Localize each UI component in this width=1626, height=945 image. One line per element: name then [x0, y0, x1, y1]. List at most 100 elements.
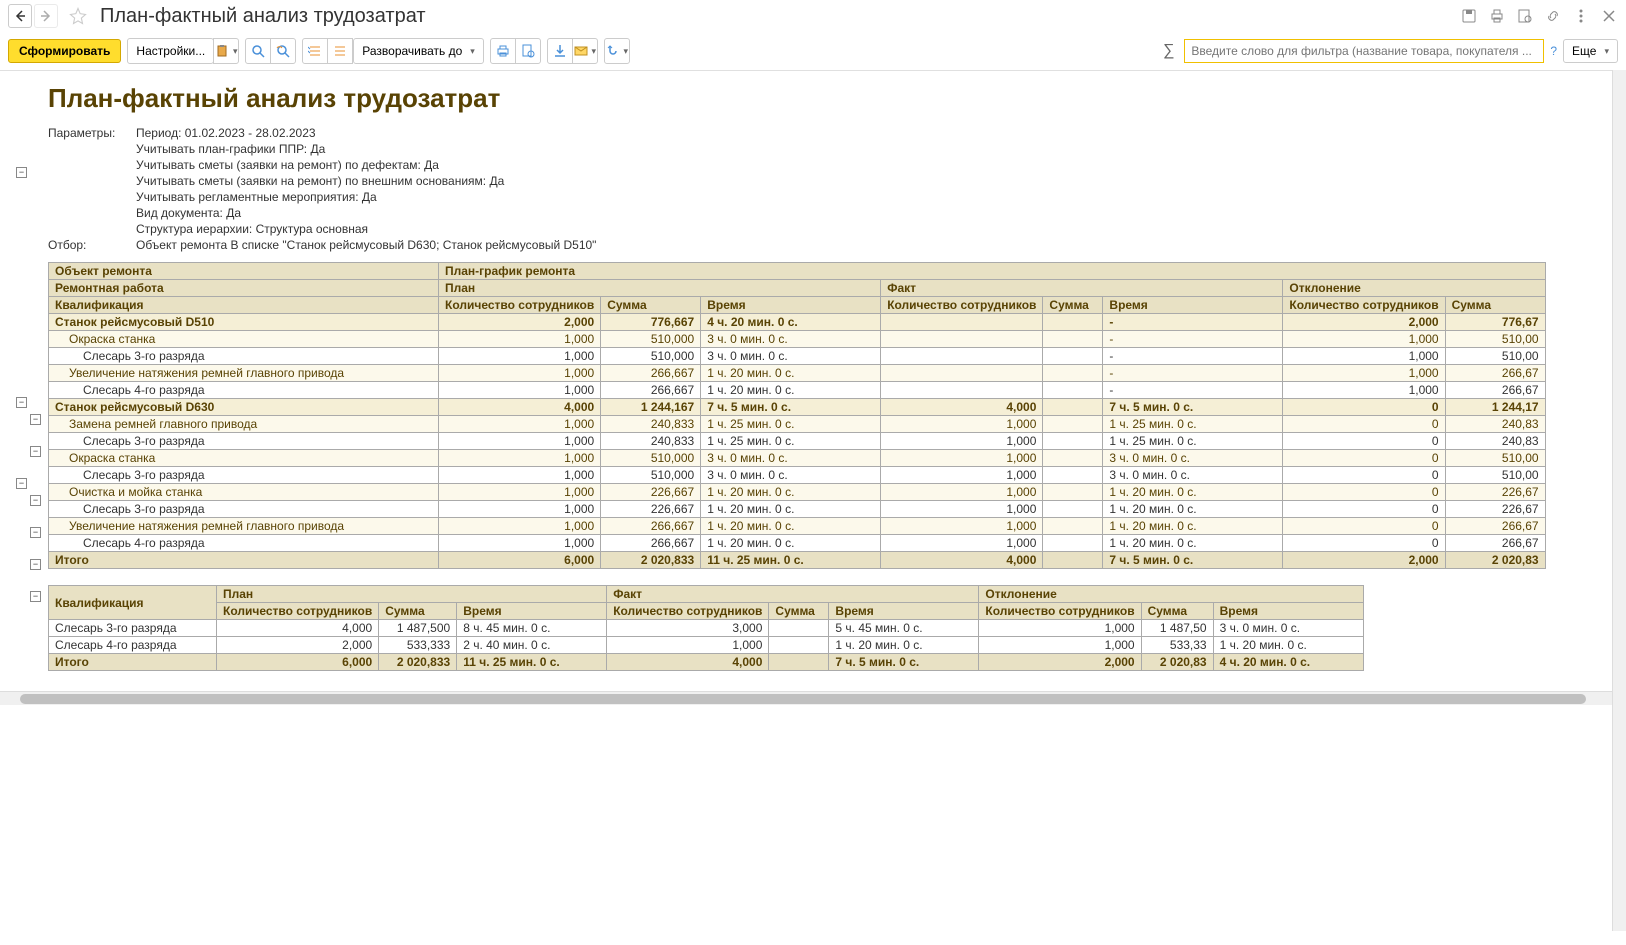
- settings-button[interactable]: Настройки...: [127, 38, 214, 64]
- generate-button[interactable]: Сформировать: [8, 39, 121, 63]
- col-dev: Отклонение: [979, 586, 1363, 603]
- favorite-star-icon[interactable]: [66, 4, 90, 28]
- cell: 0: [1283, 467, 1445, 484]
- menu-dots-icon[interactable]: [1572, 7, 1590, 25]
- cell: 510,000: [601, 331, 701, 348]
- print-icon[interactable]: [1488, 7, 1506, 25]
- cell: 3 ч. 0 мин. 0 с.: [701, 450, 881, 467]
- paste-settings-button[interactable]: [213, 38, 239, 64]
- cell: 1,000: [607, 637, 769, 654]
- cell: 1 ч. 20 мин. 0 с.: [1103, 501, 1283, 518]
- help-icon[interactable]: ?: [1550, 44, 1557, 58]
- link-icon[interactable]: [1544, 7, 1562, 25]
- col-dev-sum: Сумма: [1141, 603, 1213, 620]
- row-name: Слесарь 3-го разряда: [49, 501, 439, 518]
- cell: 533,33: [1141, 637, 1213, 654]
- cell: 0: [1283, 518, 1445, 535]
- row-name: Очистка и мойка станка: [49, 484, 439, 501]
- tree-collapse-icon[interactable]: −: [16, 397, 27, 408]
- cell: 1 244,167: [601, 399, 701, 416]
- cell: 4,000: [881, 552, 1043, 569]
- expand-to-button[interactable]: Разворачивать до: [353, 38, 484, 64]
- cell: 0: [1283, 484, 1445, 501]
- email-button[interactable]: [572, 38, 598, 64]
- col-dev-sum: Сумма: [1445, 297, 1545, 314]
- tree-collapse-icon[interactable]: −: [30, 527, 41, 538]
- col-qual: Квалификация: [49, 586, 217, 620]
- params-label: [48, 190, 136, 204]
- cell: 1 487,500: [379, 620, 457, 637]
- col-schedule: План-график ремонта: [439, 263, 1546, 280]
- nav-back-button[interactable]: [8, 4, 32, 28]
- cell: 1 ч. 25 мин. 0 с.: [1103, 433, 1283, 450]
- cell: 1 ч. 20 мин. 0 с.: [701, 501, 881, 518]
- print-button[interactable]: [490, 38, 516, 64]
- tree-collapse-icon[interactable]: −: [30, 446, 41, 457]
- expand-all-button[interactable]: [302, 38, 328, 64]
- col-qual: Квалификация: [49, 297, 439, 314]
- cell: 5 ч. 45 мин. 0 с.: [829, 620, 979, 637]
- params-value: Период: 01.02.2023 - 28.02.2023: [136, 126, 316, 140]
- col-dev-time: Время: [1213, 603, 1363, 620]
- save-report-button[interactable]: [547, 38, 573, 64]
- cell: 8 ч. 45 мин. 0 с.: [457, 620, 607, 637]
- cell: 4 ч. 20 мин. 0 с.: [1213, 654, 1363, 671]
- report-table-2: Квалификация План Факт Отклонение Количе…: [48, 585, 1364, 671]
- cell: 1,000: [881, 484, 1043, 501]
- cell: [1043, 331, 1103, 348]
- cell: 3,000: [607, 620, 769, 637]
- row-name: Слесарь 3-го разряда: [49, 348, 439, 365]
- close-icon[interactable]: [1600, 7, 1618, 25]
- cell: 3 ч. 0 мин. 0 с.: [701, 467, 881, 484]
- collapse-all-button[interactable]: [327, 38, 353, 64]
- nav-forward-button[interactable]: [34, 4, 58, 28]
- cell: 1 ч. 20 мин. 0 с.: [1103, 535, 1283, 552]
- cell: [1043, 348, 1103, 365]
- cell: 1,000: [1283, 348, 1445, 365]
- cell: 266,667: [601, 365, 701, 382]
- cell: 510,00: [1445, 467, 1545, 484]
- report-table-1: Объект ремонта План-график ремонта Ремон…: [48, 262, 1546, 569]
- params-value: Учитывать сметы (заявки на ремонт) по вн…: [136, 174, 504, 188]
- cell: [1043, 314, 1103, 331]
- cell: 2,000: [979, 654, 1141, 671]
- vertical-scrollbar[interactable]: [1612, 70, 1626, 931]
- table-row: Слесарь 3-го разряда1,000510,0003 ч. 0 м…: [49, 348, 1546, 365]
- filter-input[interactable]: [1184, 39, 1544, 63]
- cell: 1 ч. 20 мин. 0 с.: [701, 365, 881, 382]
- save-icon[interactable]: [1460, 7, 1478, 25]
- variants-button[interactable]: [604, 38, 630, 64]
- report-title: План-фактный анализ трудозатрат: [48, 83, 1626, 114]
- row-name: Увеличение натяжения ремней главного при…: [49, 365, 439, 382]
- col-plan-time: Время: [701, 297, 881, 314]
- cell: 6,000: [217, 654, 379, 671]
- cell: [881, 365, 1043, 382]
- cell: -: [1103, 331, 1283, 348]
- cell: 1 ч. 20 мин. 0 с.: [1103, 484, 1283, 501]
- cell: 266,67: [1445, 365, 1545, 382]
- tree-collapse-icon[interactable]: −: [30, 559, 41, 570]
- preview-icon[interactable]: [1516, 7, 1534, 25]
- tree-collapse-icon[interactable]: −: [30, 591, 41, 602]
- refresh-find-button[interactable]: [270, 38, 296, 64]
- cell: -: [1103, 382, 1283, 399]
- print-preview-button[interactable]: [515, 38, 541, 64]
- tree-collapse-icon[interactable]: −: [30, 495, 41, 506]
- cell: 7 ч. 5 мин. 0 с.: [1103, 399, 1283, 416]
- tree-collapse-icon[interactable]: −: [16, 478, 27, 489]
- more-button[interactable]: Еще: [1563, 39, 1618, 63]
- col-plan: План: [217, 586, 607, 603]
- cell: [881, 314, 1043, 331]
- horizontal-scrollbar[interactable]: [0, 691, 1626, 705]
- cell: 1,000: [881, 467, 1043, 484]
- cell: Итого: [49, 552, 439, 569]
- tree-collapse-icon[interactable]: −: [30, 414, 41, 425]
- cell: 1,000: [439, 382, 601, 399]
- row-name: Окраска станка: [49, 331, 439, 348]
- cell: 1,000: [439, 450, 601, 467]
- tree-collapse-icon[interactable]: −: [16, 167, 27, 178]
- cell: 1 ч. 20 мин. 0 с.: [1103, 518, 1283, 535]
- col-plan-sum: Сумма: [379, 603, 457, 620]
- find-button[interactable]: [245, 38, 271, 64]
- cell: 2 020,83: [1445, 552, 1545, 569]
